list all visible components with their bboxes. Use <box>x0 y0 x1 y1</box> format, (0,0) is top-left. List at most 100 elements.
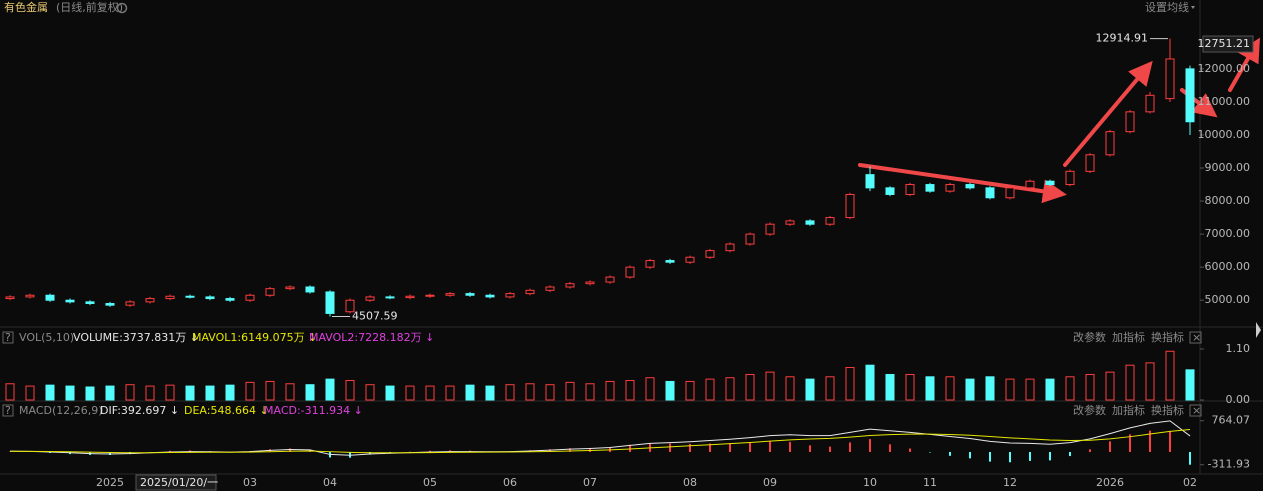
candle-body <box>1145 94 1155 113</box>
switch-indicator[interactable]: 换指标 <box>1151 330 1184 344</box>
x-tick-label: 2026 <box>1096 476 1124 489</box>
candle-body <box>1185 68 1195 123</box>
candle-body <box>885 187 895 195</box>
candle-body <box>1025 180 1035 189</box>
indicator-name: VOL(5,10) <box>19 331 74 344</box>
candle-body <box>265 288 275 296</box>
x-tick-label: 03 <box>243 476 257 489</box>
macd-bar <box>1089 449 1091 452</box>
candle-body <box>805 220 815 225</box>
settings-icon[interactable] <box>116 2 128 14</box>
help-box[interactable] <box>2 331 14 344</box>
volume-bar <box>185 385 195 401</box>
volume-bar <box>445 385 455 401</box>
close-icon[interactable]: × <box>1192 404 1201 417</box>
x-tick-label: 2025 <box>96 476 124 489</box>
add-indicator[interactable]: 加指标 <box>1112 330 1145 344</box>
candle-body <box>145 298 155 303</box>
help-icon[interactable]: ? <box>5 331 11 344</box>
dea-line <box>10 429 1191 454</box>
macd-bar <box>709 443 711 452</box>
candle-body <box>565 283 575 288</box>
candle-body <box>945 184 955 192</box>
candle-body <box>525 289 535 295</box>
volume-bar <box>505 384 515 401</box>
macd-bar <box>949 451 951 456</box>
macd-bar <box>169 450 171 452</box>
volume-bar <box>345 380 355 401</box>
macd-bar <box>1109 441 1111 452</box>
y-tick-label: 12000.00 <box>1198 62 1251 75</box>
scroll-handle[interactable] <box>1256 322 1261 338</box>
macd-bar <box>969 451 971 459</box>
indicator-name: MACD(12,26,9) <box>19 404 103 417</box>
macd-bar <box>109 451 111 455</box>
volume-bar <box>45 384 55 401</box>
volume-bar <box>85 386 95 401</box>
macd-bar <box>1029 451 1031 461</box>
macd-bar <box>429 450 431 452</box>
close-box[interactable] <box>1189 331 1202 344</box>
volume-bar <box>465 384 475 401</box>
x-tick-label: 06 <box>503 476 517 489</box>
macd-bar <box>589 447 591 452</box>
mavol1-value: MAVOL1:6149.075万 ↓ <box>192 331 317 344</box>
x-tick-label: 04 <box>323 476 337 489</box>
volume-bar <box>745 373 755 401</box>
candle-body <box>545 286 555 291</box>
volume-bar <box>1025 378 1035 401</box>
min-label: 4507.59 <box>352 309 398 322</box>
volume-bar <box>765 371 775 401</box>
macd-bar <box>689 443 691 452</box>
candle-body <box>585 281 595 285</box>
volume-bar <box>625 380 635 401</box>
close-box[interactable] <box>1189 404 1202 417</box>
candle-body <box>185 295 195 298</box>
macd-bar <box>369 451 371 455</box>
candle-body <box>925 184 935 192</box>
macd-bar <box>289 448 291 452</box>
close-icon[interactable]: × <box>1192 331 1201 344</box>
candle-body <box>85 301 95 305</box>
x-tick-label: 12 <box>1003 476 1017 489</box>
candle-body <box>705 250 715 258</box>
volume-bar <box>1165 350 1175 401</box>
cursor-date: 2025/01/20/一 <box>140 476 218 489</box>
candle-body <box>685 256 695 263</box>
help-box[interactable] <box>2 404 14 417</box>
volume-bar <box>1065 376 1075 401</box>
candle-body <box>165 295 175 300</box>
volume-bar <box>805 378 815 401</box>
ma-settings[interactable]: 设置均线 <box>1145 0 1189 14</box>
help-icon[interactable]: ? <box>5 404 11 417</box>
macd-bar <box>1069 451 1071 457</box>
candle-body <box>445 293 455 296</box>
y-tick-label: 1.10 <box>1226 342 1251 355</box>
candle-body <box>325 291 335 314</box>
edit-params[interactable]: 改参数 <box>1073 330 1106 344</box>
volume-bar <box>965 378 975 401</box>
macd-bar <box>809 445 811 452</box>
switch-indicator[interactable]: 换指标 <box>1151 403 1184 417</box>
candle-body <box>665 260 675 263</box>
edit-params[interactable]: 改参数 <box>1073 403 1106 417</box>
macd-bar <box>569 448 571 452</box>
x-tick-label: 11 <box>923 476 937 489</box>
macd-bar <box>829 446 831 452</box>
volume-bar <box>665 380 675 401</box>
volume-bar <box>385 385 395 401</box>
add-indicator[interactable]: 加指标 <box>1112 403 1145 417</box>
candle-body <box>1165 58 1175 100</box>
candle-body <box>285 286 295 290</box>
candle-body <box>865 174 875 189</box>
volume-bar <box>725 377 735 401</box>
macd-bar <box>889 444 891 452</box>
macd-bar <box>1009 451 1011 463</box>
y-tick-label: 11000.00 <box>1198 95 1251 108</box>
volume-bar <box>485 385 495 401</box>
volume-bar <box>845 367 855 401</box>
candle-body <box>1085 154 1095 172</box>
volume-bar <box>5 383 15 401</box>
volume-bar <box>145 385 155 401</box>
